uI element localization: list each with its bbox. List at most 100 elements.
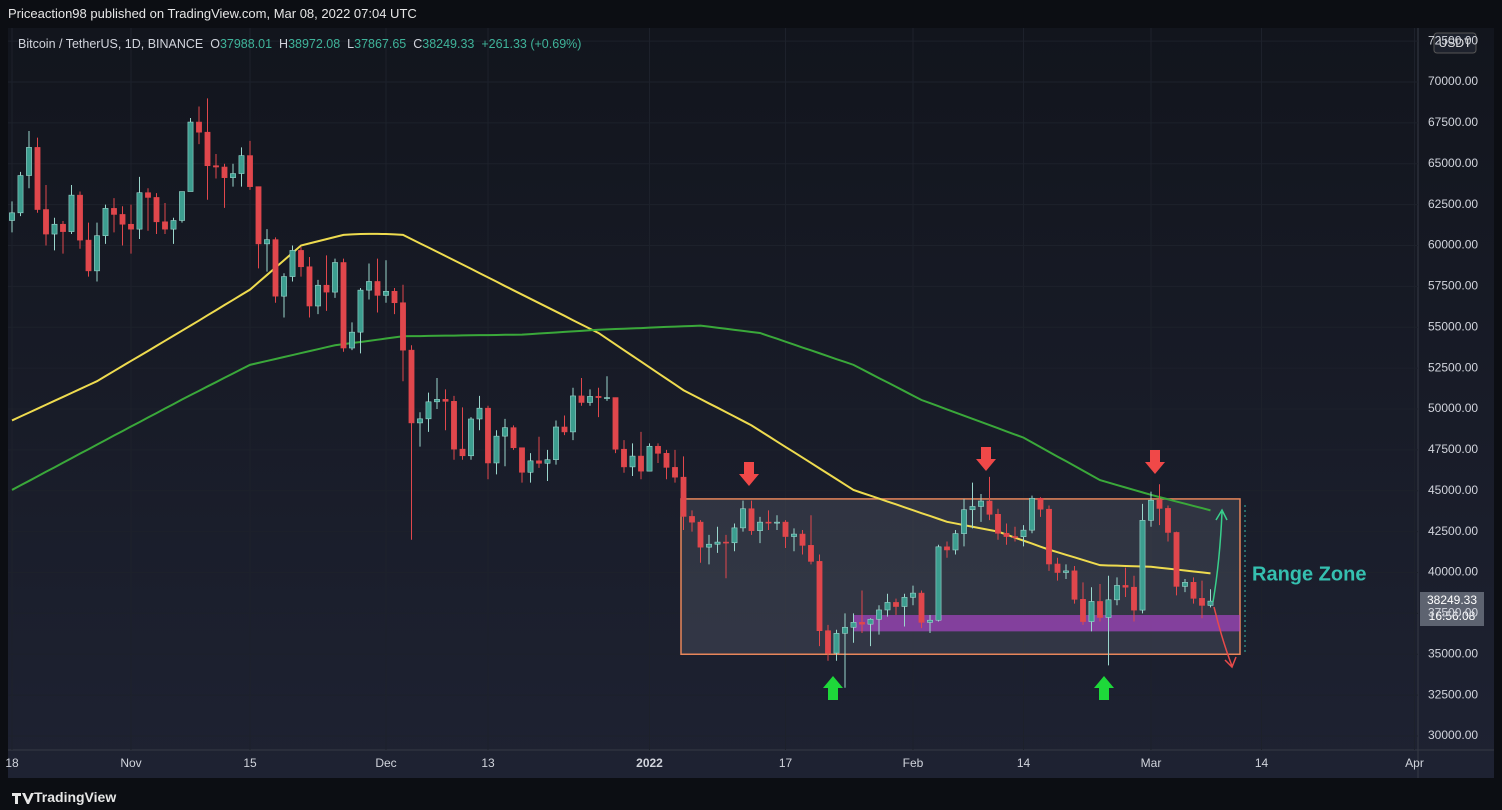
y-tick-label: 62500.00 [1428,197,1478,211]
candle-body [561,426,568,433]
candle-body [94,235,100,272]
candle-body [383,290,389,296]
candle-body [978,500,984,507]
candle-body [604,397,610,399]
candle-body [850,622,857,628]
candle-body [1199,598,1205,606]
candle-body [1105,599,1112,618]
candle-body [825,630,831,654]
candle-body [510,427,517,449]
candle-body [136,192,143,230]
candle-body [442,399,449,402]
candle-body [306,266,313,307]
candle-body [213,165,219,168]
candle-body [272,239,279,297]
candle-body [765,521,772,524]
y-tick-label: 72500.00 [1428,33,1478,47]
y-tick-label: 47500.00 [1428,442,1478,456]
candle-body [170,220,177,230]
candle-body [264,239,270,245]
candle-body [17,175,24,214]
open-value: 37988.01 [219,37,273,51]
candle-body [791,533,797,537]
candle-body [493,435,500,464]
up-projection [1212,508,1228,603]
candle-body [315,284,321,307]
x-tick-label: 13 [481,756,495,770]
x-tick-label: 17 [779,756,793,770]
candle-body [612,397,619,450]
candle-body [740,508,746,529]
x-tick-label: Dec [375,756,396,770]
x-tick-label: Nov [120,756,141,770]
candle-body [944,546,950,551]
candle-body [986,500,993,515]
chart-background [8,28,1494,778]
candle-body [162,221,168,230]
red-arrow [976,447,996,471]
candle-body [663,453,670,468]
x-tick-label: 14 [1017,756,1031,770]
x-tick-label: 14 [1255,756,1269,770]
candle-body [731,527,738,544]
candle-body [1122,585,1129,588]
candle-body [26,147,32,176]
countdown: 16:56:08 [1429,609,1476,623]
candle-body [808,545,814,562]
close-value: 38249.33 [422,37,475,51]
candle-body [655,445,661,454]
candle-body [782,521,789,537]
candle-body [179,191,185,221]
candle-body [1097,601,1103,618]
candle-body [128,223,134,230]
candle-body [51,223,58,235]
candle-body [230,173,236,178]
candle-body [43,209,49,235]
candle-body [748,508,755,531]
candle-body [799,533,806,546]
y-tick-label: 45000.00 [1428,483,1478,497]
candle-body [238,155,245,174]
candle-body [451,401,457,450]
green-arrow [1094,676,1114,700]
candle-body [476,407,483,420]
y-tick-label: 37500.00 [1428,606,1478,620]
candle-body [638,455,644,472]
h-letter: H [279,37,289,51]
candle-body [255,186,262,245]
candle-body [544,459,551,464]
candle-body [357,289,364,333]
last-price-label: 38249.33 [1427,593,1477,607]
candle-body [1190,582,1197,599]
currency[interactable]: USDT [1439,36,1472,50]
candle-body [1054,563,1061,573]
x-tick-label: Feb [903,756,924,770]
c-letter: C [413,37,423,51]
candle-body [952,533,959,551]
candle-body [672,467,678,478]
candle-body [961,509,967,534]
candle-body [298,250,304,268]
y-tick-label: 60000.00 [1428,238,1478,252]
low-value: 37867.65 [354,37,407,51]
candle-body [1207,600,1214,606]
x-tick-label: 2022 [636,756,663,770]
plot [8,28,1418,750]
candle-body [119,214,126,225]
moving-average [11,232,1211,575]
candle-body [408,349,415,424]
candle-body [876,609,882,620]
range-zone-label: Range Zone [1252,563,1366,585]
candle-body [349,331,355,349]
candle-body [391,290,398,304]
candle-body [374,281,381,296]
candle-body [289,250,296,277]
currency-button[interactable] [1433,32,1477,54]
candle-body [1156,499,1163,509]
candle-body [502,427,508,437]
candle-body [570,395,576,433]
candle-body [102,208,109,236]
candle-body [1029,497,1035,531]
green-arrow [823,676,843,700]
